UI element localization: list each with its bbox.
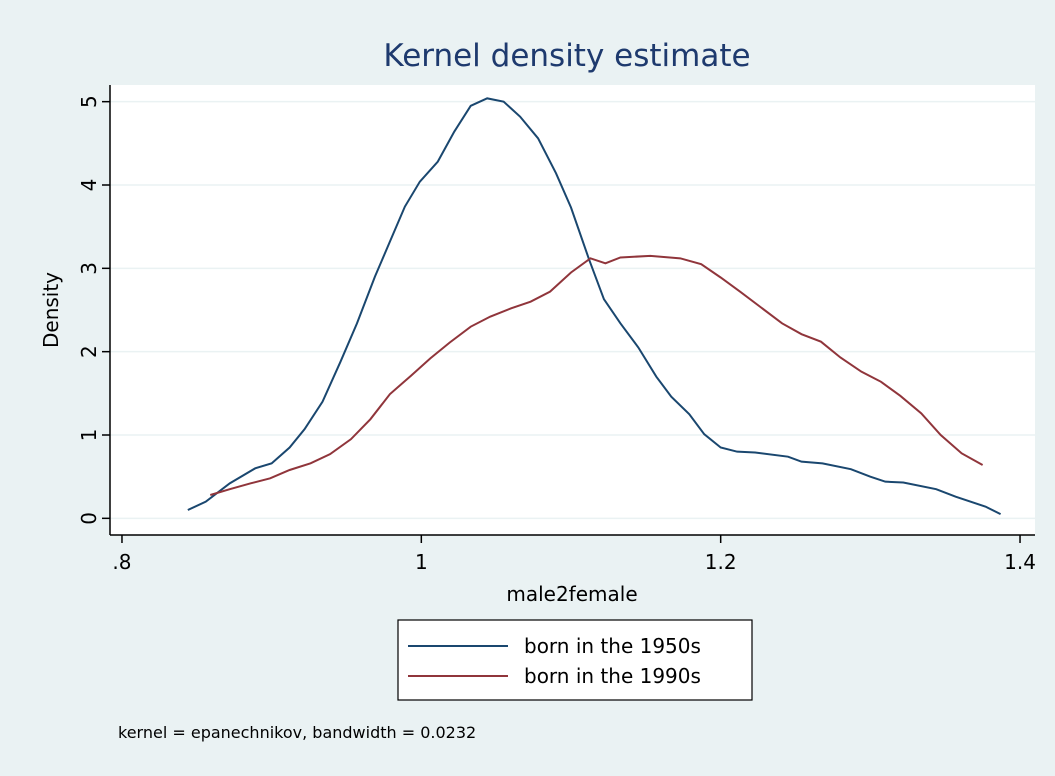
y-tick-label: 0 [77, 512, 101, 525]
legend-label: born in the 1990s [524, 664, 701, 688]
x-tick-label: 1.4 [1004, 550, 1036, 574]
x-axis-label: male2female [506, 582, 637, 606]
density-line [187, 97, 1002, 516]
y-tick-label: 5 [77, 95, 101, 108]
y-tick-label: 1 [77, 429, 101, 442]
y-tick-label: 3 [77, 262, 101, 275]
y-tick-label: 4 [77, 179, 101, 192]
x-tick-label: 1.2 [705, 550, 737, 574]
chart-title: Kernel density estimate [383, 38, 750, 74]
legend-label: born in the 1950s [524, 634, 701, 658]
legend-box [397, 619, 753, 701]
y-tick-label: 2 [77, 345, 101, 358]
x-tick-label: 1 [415, 550, 428, 574]
density-line [209, 254, 984, 496]
note: kernel = epanechnikov, bandwidth = 0.023… [118, 723, 476, 742]
y-axis-label: Density [39, 272, 63, 348]
x-tick-label: .8 [112, 550, 131, 574]
plot-area [110, 85, 1035, 535]
